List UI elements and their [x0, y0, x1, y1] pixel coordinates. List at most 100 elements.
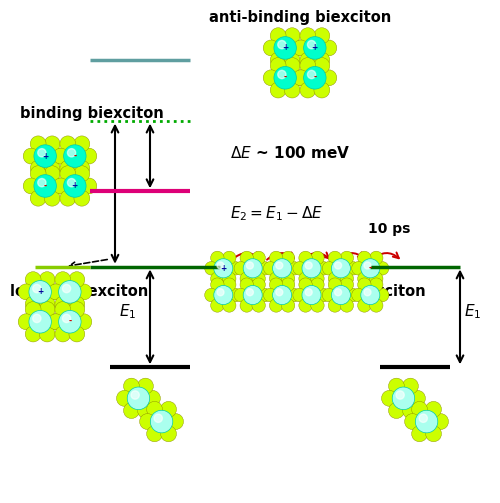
Circle shape [299, 278, 312, 291]
Text: -: - [74, 151, 76, 160]
Circle shape [34, 145, 56, 167]
Circle shape [382, 390, 398, 406]
Circle shape [62, 314, 70, 322]
Circle shape [39, 326, 55, 342]
Circle shape [44, 190, 60, 206]
Circle shape [252, 299, 266, 312]
Circle shape [358, 299, 371, 312]
Circle shape [52, 178, 67, 194]
Text: $E_1$: $E_1$ [119, 302, 136, 321]
Circle shape [346, 262, 360, 275]
Circle shape [44, 166, 60, 182]
Circle shape [32, 314, 41, 322]
Circle shape [376, 288, 389, 302]
Circle shape [23, 178, 39, 194]
Circle shape [48, 314, 64, 330]
Circle shape [282, 272, 295, 285]
Circle shape [299, 251, 312, 265]
Circle shape [38, 179, 46, 187]
Circle shape [274, 66, 296, 89]
Circle shape [402, 378, 418, 394]
Circle shape [74, 136, 90, 152]
Text: +: + [37, 287, 44, 296]
Circle shape [370, 278, 383, 291]
Circle shape [270, 299, 283, 312]
Circle shape [204, 288, 218, 302]
Text: +: + [72, 182, 78, 191]
Circle shape [34, 175, 56, 197]
Circle shape [146, 426, 162, 442]
Text: $E_2 = E_1 - \Delta E$: $E_2 = E_1 - \Delta E$ [230, 204, 323, 223]
Circle shape [310, 278, 324, 291]
Text: -: - [284, 73, 286, 82]
Circle shape [25, 296, 41, 312]
Circle shape [299, 299, 312, 312]
Circle shape [412, 401, 428, 417]
Circle shape [276, 289, 283, 296]
Circle shape [282, 251, 295, 265]
Circle shape [30, 160, 46, 176]
Text: -: - [44, 182, 46, 191]
Circle shape [292, 40, 307, 56]
Circle shape [416, 410, 438, 433]
Circle shape [240, 278, 254, 291]
Text: +: + [312, 43, 318, 52]
Circle shape [361, 286, 380, 305]
Circle shape [322, 262, 336, 275]
Circle shape [258, 288, 272, 302]
Circle shape [358, 278, 371, 291]
Circle shape [18, 314, 34, 330]
Circle shape [146, 401, 162, 417]
Text: exciton: exciton [365, 284, 426, 299]
Text: -: - [68, 317, 71, 326]
Circle shape [340, 251, 353, 265]
Circle shape [308, 40, 316, 49]
Circle shape [138, 402, 154, 418]
Circle shape [252, 278, 266, 291]
Circle shape [76, 314, 92, 330]
Circle shape [214, 286, 233, 305]
Circle shape [74, 190, 90, 206]
Circle shape [204, 262, 218, 275]
Circle shape [314, 58, 330, 73]
Circle shape [314, 28, 330, 44]
Circle shape [18, 284, 34, 300]
Circle shape [60, 166, 76, 182]
Text: +: + [42, 151, 48, 160]
Circle shape [334, 262, 342, 269]
Circle shape [69, 326, 85, 342]
Circle shape [29, 281, 52, 303]
Circle shape [210, 251, 224, 265]
Circle shape [25, 302, 41, 317]
Circle shape [358, 272, 371, 285]
Circle shape [116, 390, 132, 406]
Circle shape [282, 299, 295, 312]
Circle shape [272, 259, 291, 278]
Circle shape [46, 314, 62, 330]
Circle shape [222, 251, 236, 265]
Circle shape [305, 289, 312, 296]
Circle shape [263, 70, 279, 86]
Text: $E_1$: $E_1$ [464, 302, 481, 321]
Circle shape [74, 166, 90, 182]
Circle shape [246, 262, 254, 269]
Circle shape [340, 299, 353, 312]
Circle shape [46, 284, 62, 300]
Text: 10 ps: 10 ps [368, 222, 410, 236]
Circle shape [30, 166, 46, 182]
Circle shape [44, 160, 60, 176]
Circle shape [308, 70, 316, 78]
Circle shape [310, 299, 324, 312]
Circle shape [243, 286, 262, 305]
Circle shape [222, 272, 236, 285]
Circle shape [304, 37, 326, 59]
Circle shape [270, 251, 283, 265]
Circle shape [60, 160, 76, 176]
Text: +: + [220, 264, 226, 273]
Circle shape [52, 148, 67, 164]
Circle shape [25, 326, 41, 342]
Circle shape [304, 66, 326, 89]
Circle shape [29, 310, 52, 333]
Circle shape [69, 272, 85, 288]
Circle shape [124, 402, 140, 418]
